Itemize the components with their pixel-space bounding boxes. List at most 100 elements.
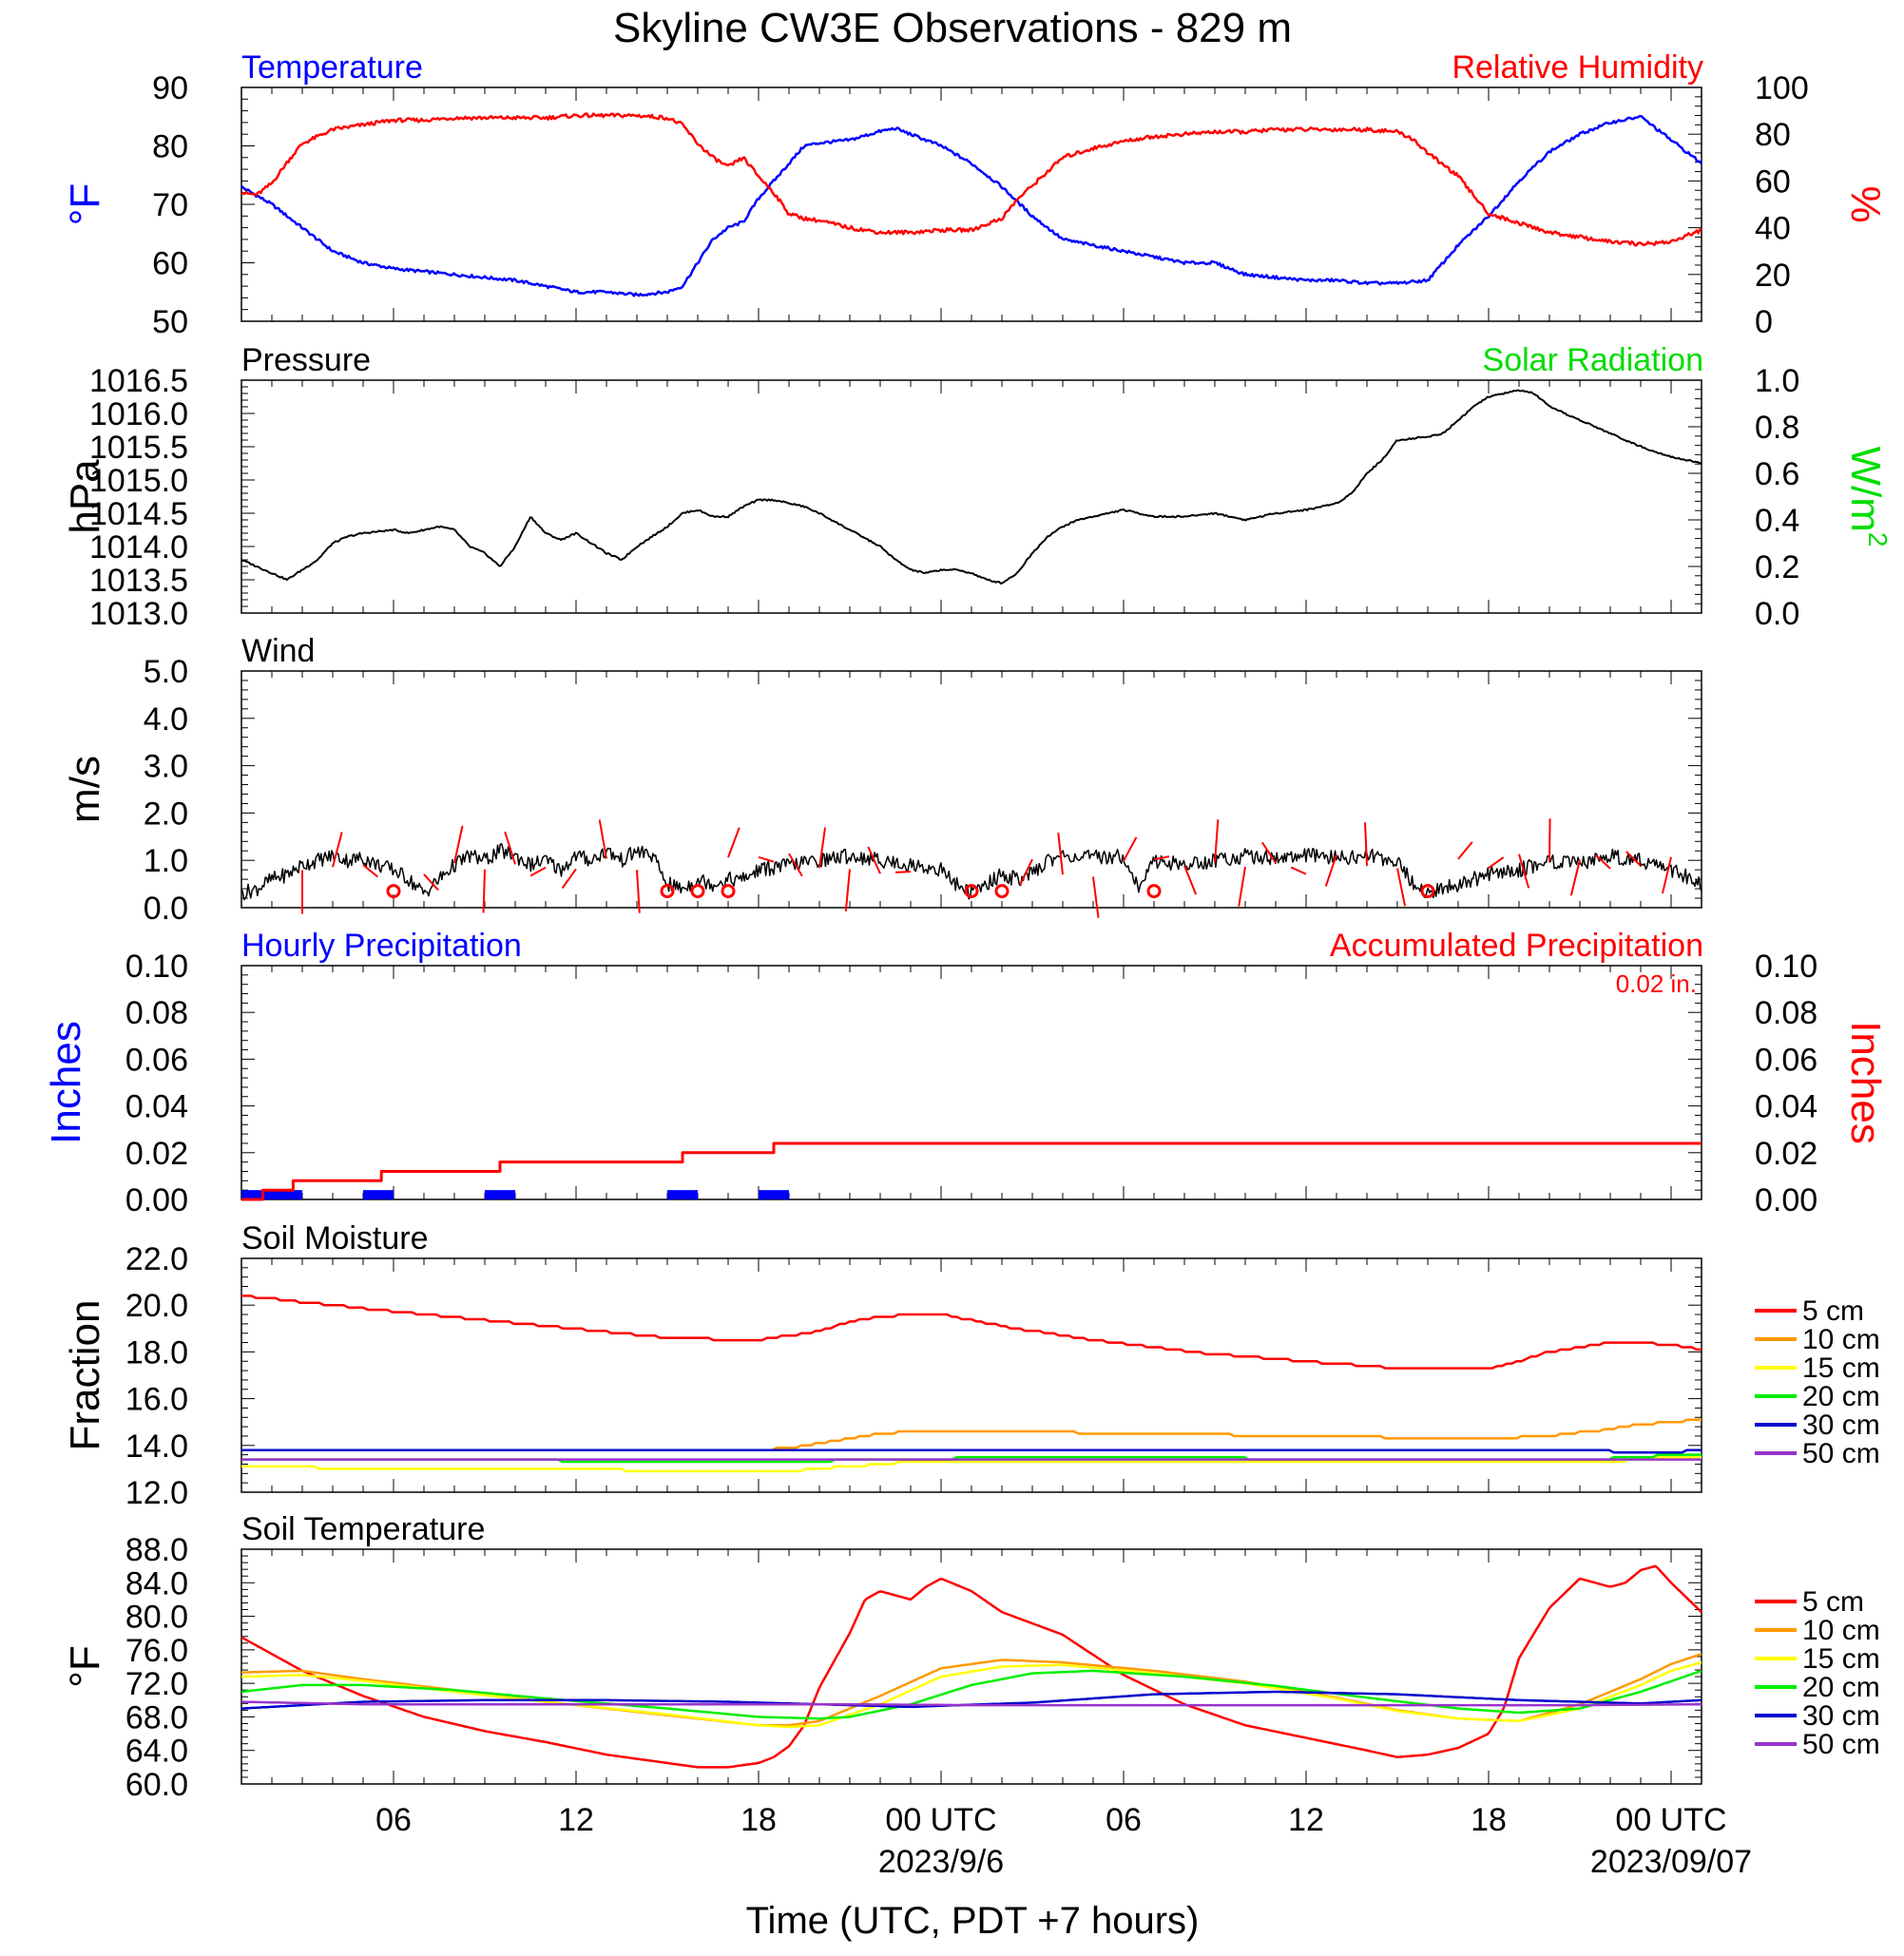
y-tick-label-left: 1015.0 bbox=[89, 463, 188, 499]
y-tick-label-left: 16.0 bbox=[125, 1382, 188, 1418]
panel-temp-rh: 90 80 70 60 50 100 80 60 40 20 0 Temperature Relativ… bbox=[62, 49, 1889, 340]
y-axis-label-left: Inches bbox=[43, 1021, 89, 1144]
y-tick-label-left: 60.0 bbox=[125, 1767, 188, 1803]
legend-label: 50 cm bbox=[1802, 1438, 1880, 1469]
panels: 90 80 70 60 50 100 80 60 40 20 0 Temperature Relativ… bbox=[43, 49, 1893, 1803]
y-tick-label-left: 1013.0 bbox=[89, 596, 188, 632]
legend-label: 30 cm bbox=[1802, 1700, 1880, 1732]
y-axis-label-right: % bbox=[1842, 185, 1889, 222]
wind-barb bbox=[1548, 818, 1551, 863]
y-tick-label-right: 0.00 bbox=[1755, 1182, 1817, 1218]
panel-title-left: Hourly Precipitation bbox=[241, 928, 522, 964]
y-tick-label-right: 0 bbox=[1755, 304, 1773, 340]
wind-barb bbox=[332, 832, 343, 868]
y-tick-label-left: 90 bbox=[152, 70, 188, 106]
y-tick-label-left: 1016.5 bbox=[89, 363, 188, 399]
y-tick-label-left: 0.06 bbox=[125, 1042, 188, 1078]
y-axis-label-right: Inches bbox=[1842, 1021, 1889, 1144]
y-tick-label-left: 60 bbox=[152, 246, 188, 282]
calm-wind-marker bbox=[721, 884, 736, 899]
series-soil-temperature-15cm bbox=[240, 1660, 1702, 1729]
series-soil-moisture-5cm bbox=[241, 1294, 1702, 1370]
x-tick-label: 18 bbox=[740, 1802, 777, 1838]
hourly-precip-bar bbox=[363, 1190, 394, 1199]
x-tick-label: 12 bbox=[558, 1802, 594, 1838]
y-tick-label-right: 0.2 bbox=[1755, 549, 1799, 585]
wind-barb bbox=[758, 855, 775, 863]
y-tick-label-left: 70 bbox=[152, 187, 188, 223]
legend-label: 15 cm bbox=[1802, 1352, 1880, 1384]
wind-barb bbox=[529, 866, 547, 877]
series-pressure bbox=[240, 389, 1702, 585]
legend-label: 10 cm bbox=[1802, 1324, 1880, 1355]
wind-barb bbox=[818, 827, 827, 869]
y-tick-label-right: 80 bbox=[1755, 117, 1791, 153]
series-temperature bbox=[240, 114, 1702, 297]
x-tick-label: 12 bbox=[1288, 1802, 1324, 1838]
y-tick-label-right: 0.8 bbox=[1755, 410, 1799, 446]
y-tick-label-left: 1014.5 bbox=[89, 496, 188, 532]
y-axis-label-left: Fraction bbox=[62, 1300, 108, 1451]
legend-label: 30 cm bbox=[1802, 1409, 1880, 1441]
panel-title-right: Relative Humidity bbox=[1452, 49, 1703, 86]
y-tick-label-left: 84.0 bbox=[125, 1565, 188, 1601]
y-tick-label-left: 1013.5 bbox=[89, 563, 188, 599]
y-tick-label-left: 1015.5 bbox=[89, 430, 188, 466]
wind-barb bbox=[1153, 855, 1170, 861]
wind-barb bbox=[1488, 856, 1505, 870]
hourly-precip-bar bbox=[241, 1190, 272, 1199]
wind-barb bbox=[423, 873, 439, 892]
y-tick-label-right: 0.0 bbox=[1755, 596, 1799, 632]
x-axis-label: Time (UTC, PDT +7 hours) bbox=[746, 1900, 1200, 1942]
series-soil-temperature-20cm bbox=[240, 1669, 1702, 1720]
y-tick-label-right: 1.0 bbox=[1755, 363, 1799, 399]
wind-barb bbox=[1183, 865, 1198, 895]
hourly-precip-bar bbox=[759, 1190, 789, 1199]
wind-barb bbox=[598, 819, 607, 859]
wind-barb bbox=[867, 846, 881, 874]
y-tick-label-left: 0.10 bbox=[125, 949, 188, 985]
wind-barb bbox=[1396, 868, 1407, 907]
y-tick-label-left: 2.0 bbox=[144, 796, 188, 832]
wind-barb bbox=[1595, 853, 1611, 870]
y-tick-label-left: 12.0 bbox=[125, 1475, 188, 1511]
wind-barb bbox=[1625, 851, 1642, 867]
y-tick-label-left: 68.0 bbox=[125, 1699, 188, 1735]
wind-barb bbox=[1457, 841, 1473, 860]
series-soil-moisture-10cm bbox=[241, 1418, 1702, 1451]
panel-title-left: Temperature bbox=[241, 49, 423, 86]
plot-frame bbox=[240, 965, 1702, 1200]
x-date-label: 2023/09/07 bbox=[1590, 1844, 1752, 1880]
wind-barb bbox=[453, 825, 464, 864]
panel-title-right: Accumulated Precipitation bbox=[1330, 928, 1703, 964]
legend-label: 5 cm bbox=[1802, 1586, 1864, 1618]
y-tick-label-left: 50 bbox=[152, 304, 188, 340]
y-axis-label-right-sup: 2 bbox=[1863, 532, 1893, 547]
y-tick-label-left: 0.08 bbox=[125, 995, 188, 1031]
y-axis-label-right: W/m2 bbox=[1842, 447, 1893, 547]
wind-barb bbox=[482, 869, 486, 913]
y-tick-label-left: 88.0 bbox=[125, 1532, 188, 1568]
y-tick-label-right: 60 bbox=[1755, 163, 1791, 200]
wind-barb bbox=[1057, 833, 1064, 875]
y-tick-label-left: 76.0 bbox=[125, 1633, 188, 1669]
wind-barb bbox=[1238, 866, 1246, 907]
panel-title-right: Solar Radiation bbox=[1483, 342, 1703, 378]
y-tick-label-left: 80 bbox=[152, 129, 188, 165]
y-axis-label-left: °F bbox=[62, 1645, 108, 1687]
y-tick-label-left: 0.02 bbox=[125, 1136, 188, 1172]
wind-barb bbox=[1214, 819, 1220, 863]
y-tick-label-left: 1016.0 bbox=[89, 396, 188, 432]
plot-frame bbox=[240, 379, 1702, 614]
y-tick-label-left: 3.0 bbox=[144, 749, 188, 785]
y-tick-label-left: 4.0 bbox=[144, 701, 188, 738]
x-tick-label: 06 bbox=[1106, 1802, 1142, 1838]
y-tick-label-left: 64.0 bbox=[125, 1734, 188, 1770]
wind-barb bbox=[1662, 856, 1672, 894]
series-wind-speed bbox=[240, 843, 1702, 901]
y-axis-label-left: m/s bbox=[62, 756, 108, 823]
wind-barb bbox=[1123, 836, 1138, 862]
legend-label: 5 cm bbox=[1802, 1295, 1864, 1327]
wind-barb bbox=[1260, 841, 1277, 864]
wind-barb bbox=[1324, 854, 1337, 887]
